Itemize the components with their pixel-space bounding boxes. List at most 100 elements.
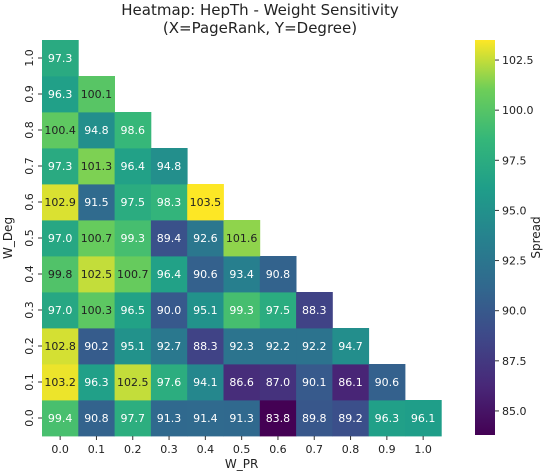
y-tick-label: 0.7 <box>23 157 36 175</box>
cell-value-label: 90.8 <box>84 412 109 425</box>
cell-value-label: 96.1 <box>411 412 436 425</box>
heatmap-cell <box>150 256 188 293</box>
heatmap-cell <box>42 112 79 149</box>
heatmap-cell <box>114 148 152 185</box>
cell-value-label: 92.7 <box>157 340 182 353</box>
heatmap-cell <box>42 220 79 257</box>
heatmap-cell <box>78 400 115 437</box>
cell-value-label: 99.3 <box>229 304 254 317</box>
colorbar-tick-label: 92.5 <box>502 255 527 268</box>
heatmap-cell <box>223 220 261 257</box>
colorbar: 85.0 87.5 90.0 92.5 95.0 97.5 100.0 102.5 Spread <box>475 40 543 435</box>
cell-value-label: 89.4 <box>157 232 182 245</box>
x-tick-label: 0.6 <box>269 443 287 456</box>
heatmap-cell <box>42 40 79 77</box>
cell-value-label: 95.1 <box>193 304 218 317</box>
cell-value-label: 102.8 <box>44 340 76 353</box>
heatmap-cell <box>42 184 79 221</box>
x-tick-label: 0.9 <box>378 443 396 456</box>
cell-value-label: 94.8 <box>157 160 182 173</box>
cell-value-label: 97.0 <box>48 232 73 245</box>
cell-value-label: 86.6 <box>229 376 254 389</box>
heatmap-cell <box>368 400 406 437</box>
heatmap-cell <box>259 364 297 401</box>
heatmap-cell <box>259 292 297 329</box>
cell-value-label: 103.2 <box>44 376 76 389</box>
chart-title: Heatmap: HepTh - Weight Sensitivity <box>121 1 399 19</box>
heatmap-cell <box>114 112 152 149</box>
heatmap-cell <box>223 364 261 401</box>
cell-value-label: 94.8 <box>84 124 109 137</box>
heatmap-cell <box>296 292 333 329</box>
x-tick-label: 0.5 <box>233 443 251 456</box>
y-axis-label: W_Deg <box>1 217 15 259</box>
cell-value-label: 96.3 <box>48 88 73 101</box>
heatmap-cell <box>42 328 79 365</box>
heatmap-cell <box>150 364 188 401</box>
cell-value-label: 96.4 <box>121 160 146 173</box>
cell-value-label: 94.7 <box>338 340 363 353</box>
x-tick-label: 1.0 <box>414 443 432 456</box>
heatmap-cell <box>332 328 370 365</box>
chart-subtitle: (X=PageRank, Y=Degree) <box>162 19 358 37</box>
heatmap-cell <box>259 256 297 293</box>
heatmap-cell <box>42 292 79 329</box>
heatmap-cell <box>405 400 442 437</box>
heatmap-cell <box>223 292 261 329</box>
heatmap-cell <box>296 328 333 365</box>
heatmap-cell <box>187 364 224 401</box>
heatmap-cell <box>259 400 297 437</box>
cell-value-label: 90.8 <box>266 268 291 281</box>
cell-value-label: 100.7 <box>81 232 113 245</box>
heatmap-cell <box>78 292 115 329</box>
heatmap-cell <box>150 184 188 221</box>
cell-value-label: 97.3 <box>48 160 73 173</box>
heatmap-cell <box>78 328 115 365</box>
heatmap-cell <box>114 328 152 365</box>
cell-value-label: 91.3 <box>157 412 182 425</box>
heatmap-cell <box>42 400 79 437</box>
cell-value-label: 87.0 <box>266 376 291 389</box>
cell-value-label: 91.5 <box>84 196 109 209</box>
heatmap-cell <box>150 148 188 185</box>
heatmap-cell <box>42 76 79 113</box>
cell-value-label: 96.5 <box>121 304 146 317</box>
heatmap-cell <box>114 364 152 401</box>
cell-value-label: 88.3 <box>302 304 327 317</box>
x-tick-label: 0.1 <box>88 443 106 456</box>
cell-value-label: 97.5 <box>266 304 291 317</box>
x-tick-label: 0.8 <box>342 443 360 456</box>
cell-value-label: 90.0 <box>157 304 182 317</box>
cell-value-label: 101.6 <box>226 232 258 245</box>
y-tick-label: 0.4 <box>23 265 36 283</box>
cell-value-label: 92.2 <box>266 340 291 353</box>
heatmap-cell <box>332 400 370 437</box>
cell-value-label: 96.3 <box>375 412 400 425</box>
colorbar-tick-label: 85.0 <box>502 405 527 418</box>
heatmap-cell <box>187 328 224 365</box>
heatmap-cell <box>114 400 152 437</box>
heatmap-cell <box>223 256 261 293</box>
heatmap-cell <box>150 220 188 257</box>
colorbar-tick-label: 100.0 <box>502 104 534 117</box>
heatmap-cell <box>187 292 224 329</box>
cell-value-label: 86.1 <box>338 376 363 389</box>
heatmap-cell <box>78 220 115 257</box>
heatmap-cell <box>78 184 115 221</box>
cell-value-label: 98.6 <box>121 124 146 137</box>
cell-value-label: 90.6 <box>375 376 400 389</box>
cell-value-label: 97.5 <box>121 196 146 209</box>
cell-value-label: 101.3 <box>81 160 113 173</box>
heatmap-cell <box>223 400 261 437</box>
heatmap-cell <box>150 400 188 437</box>
cell-value-label: 100.3 <box>81 304 113 317</box>
heatmap-cell <box>78 148 115 185</box>
cell-value-label: 102.5 <box>117 376 149 389</box>
y-tick-label: 0.5 <box>23 229 36 247</box>
cell-value-label: 90.1 <box>302 376 327 389</box>
x-tick-label: 0.7 <box>306 443 324 456</box>
heatmap-cell <box>332 364 370 401</box>
x-tick-label: 0.4 <box>197 443 215 456</box>
cell-value-label: 99.3 <box>121 232 146 245</box>
